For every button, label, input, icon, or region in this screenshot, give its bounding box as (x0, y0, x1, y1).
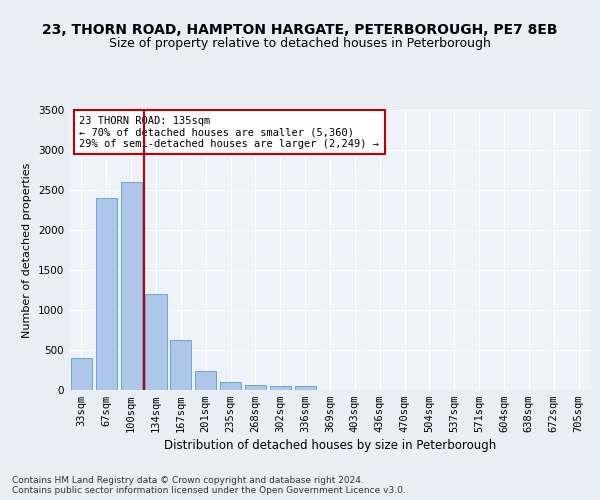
Bar (121, 182, 142, 390)
Y-axis label: Number of detached properties: Number of detached properties (22, 162, 32, 338)
Text: Size of property relative to detached houses in Peterborough: Size of property relative to detached ho… (109, 38, 491, 51)
Bar (71, 358, 92, 390)
Bar (195, 371, 216, 390)
Bar (145, 294, 167, 390)
X-axis label: Distribution of detached houses by size in Peterborough: Distribution of detached houses by size … (164, 440, 496, 452)
Bar (220, 382, 241, 390)
Text: 23, THORN ROAD, HAMPTON HARGATE, PETERBOROUGH, PE7 8EB: 23, THORN ROAD, HAMPTON HARGATE, PETERBO… (42, 22, 558, 36)
Bar (96, 198, 117, 390)
Bar (295, 386, 316, 390)
Bar (245, 385, 266, 390)
Text: Contains public sector information licensed under the Open Government Licence v3: Contains public sector information licen… (12, 486, 406, 495)
Text: 23 THORN ROAD: 135sqm
← 70% of detached houses are smaller (5,360)
29% of semi-d: 23 THORN ROAD: 135sqm ← 70% of detached … (79, 116, 379, 149)
Bar (270, 386, 291, 390)
Text: Contains HM Land Registry data © Crown copyright and database right 2024.: Contains HM Land Registry data © Crown c… (12, 476, 364, 485)
Bar (170, 340, 191, 390)
